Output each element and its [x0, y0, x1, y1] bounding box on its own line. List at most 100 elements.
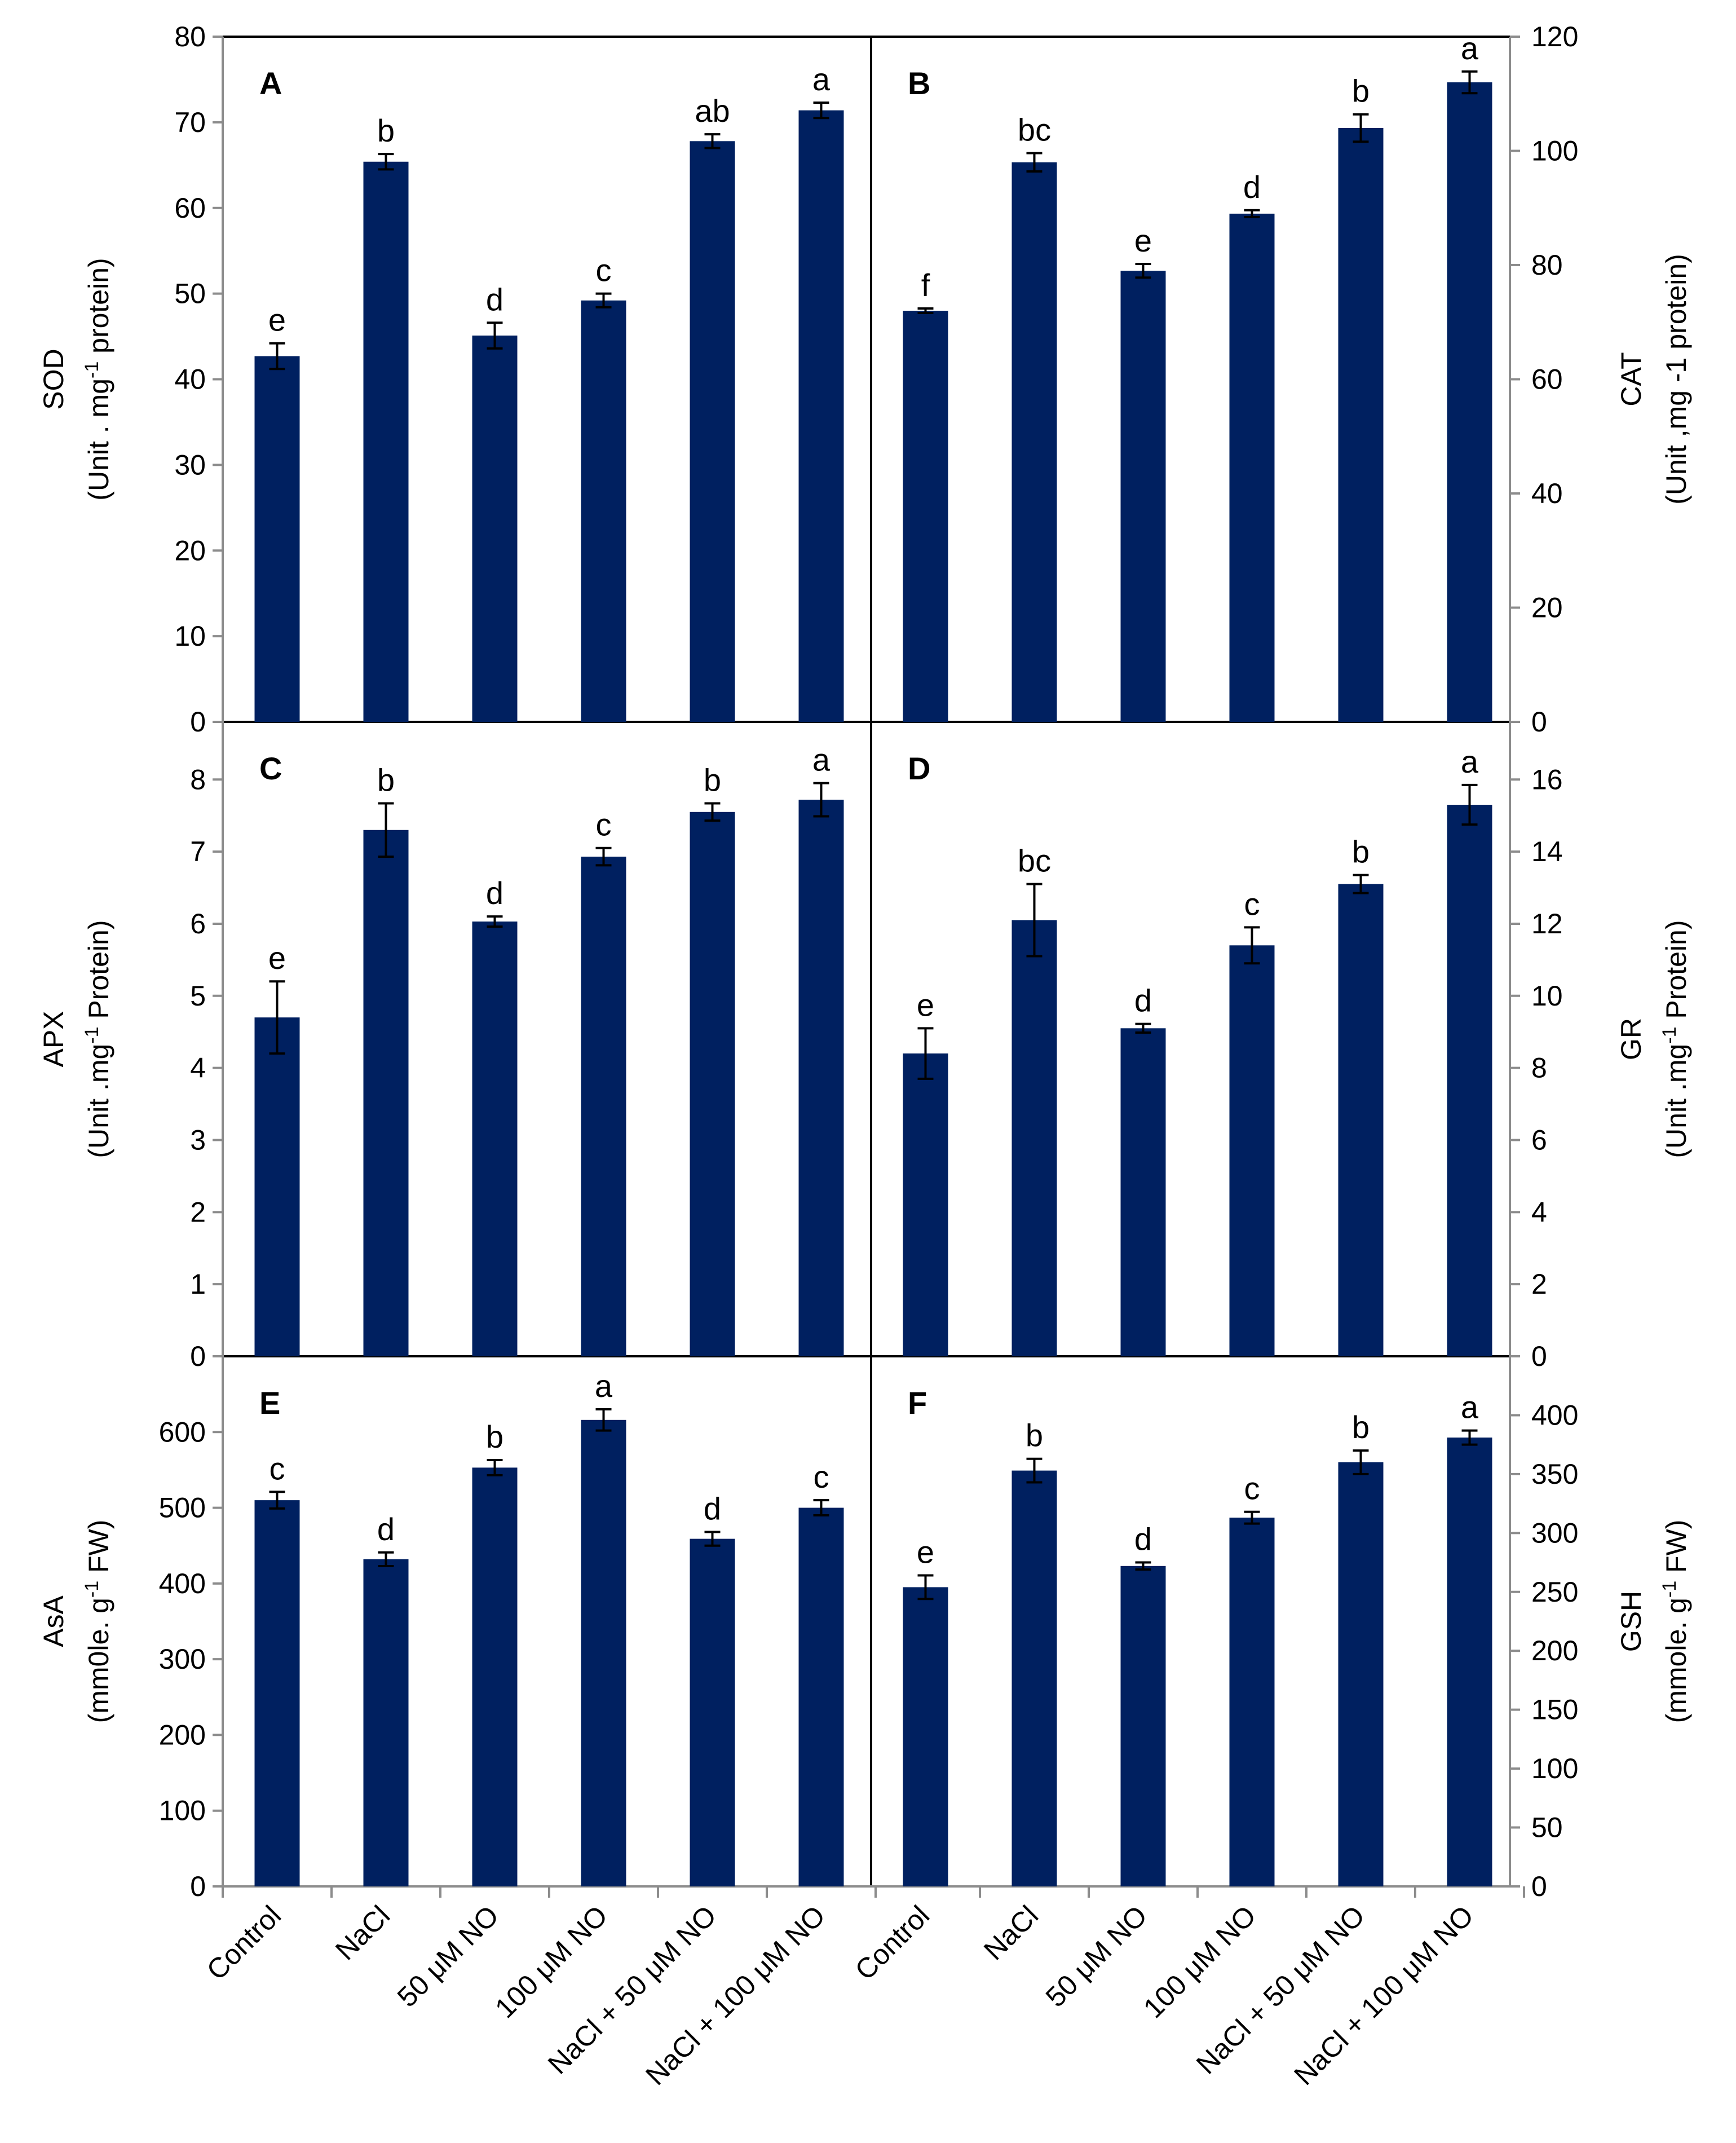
- y-tick-label: 150: [1531, 1694, 1578, 1726]
- y-tick-label: 300: [159, 1643, 206, 1675]
- x-category-label: NaCl: [329, 1899, 396, 1966]
- panel-letter: F: [908, 1385, 927, 1421]
- significance-letter: d: [1243, 169, 1261, 205]
- significance-letter: b: [1352, 73, 1370, 109]
- panel-letter: C: [259, 751, 282, 786]
- significance-letter: b: [486, 1419, 503, 1454]
- bar: [472, 336, 518, 722]
- bar: [1447, 1438, 1492, 1886]
- y-axis-unit: (mm0le. g-1 FW): [81, 1520, 114, 1723]
- y-tick-label: 1: [190, 1268, 206, 1300]
- bar: [1338, 884, 1384, 1356]
- y-tick-label: 0: [1531, 1871, 1547, 1902]
- significance-letter: b: [1026, 1418, 1043, 1453]
- y-tick-label: 20: [1531, 592, 1563, 624]
- significance-letter: c: [1244, 886, 1260, 921]
- y-axis-title: GSH: [1615, 1591, 1647, 1652]
- significance-letter: a: [812, 742, 831, 778]
- significance-letter: bc: [1018, 843, 1051, 879]
- significance-letter: b: [377, 762, 395, 797]
- y-tick-label: 20: [174, 535, 206, 566]
- bar: [1120, 271, 1166, 722]
- y-tick-label: 0: [190, 1341, 206, 1372]
- significance-letter: d: [704, 1491, 721, 1527]
- y-tick-label: 0: [1531, 706, 1547, 738]
- bar: [363, 161, 409, 722]
- panel-letter: D: [908, 751, 930, 786]
- y-tick-label: 4: [1531, 1196, 1547, 1228]
- x-category-label: Control: [201, 1899, 288, 1986]
- y-tick-label: 100: [1531, 135, 1578, 167]
- y-axis-title: APX: [38, 1011, 69, 1067]
- y-tick-label: 60: [174, 192, 206, 224]
- significance-letter: e: [917, 1535, 934, 1570]
- y-tick-label: 5: [190, 980, 206, 1012]
- y-tick-label: 400: [159, 1568, 206, 1599]
- significance-letter: ab: [695, 93, 730, 129]
- significance-letter: f: [921, 267, 930, 303]
- panel-b: 0 20 40 60 80 100 120 CAT (Unit ,mg -1 protein) B…: [903, 21, 1692, 738]
- y-tick-label: 350: [1531, 1458, 1578, 1490]
- y-tick-label: 7: [190, 836, 206, 867]
- significance-letter: c: [814, 1459, 829, 1494]
- y-tick-label: 6: [190, 908, 206, 940]
- significance-letter: d: [486, 281, 503, 317]
- y-tick-label: 70: [174, 107, 206, 138]
- bar: [1120, 1566, 1166, 1886]
- y-tick-label: 30: [174, 449, 206, 480]
- y-axis-title: AsA: [38, 1595, 69, 1647]
- significance-letter: d: [486, 875, 503, 911]
- y-tick-label: 6: [1531, 1124, 1547, 1156]
- y-tick-label: 80: [1531, 249, 1563, 281]
- significance-letter: a: [595, 1368, 613, 1404]
- y-tick-label: 2: [190, 1196, 206, 1228]
- y-tick-label: 0: [1531, 1341, 1547, 1372]
- significance-letter: e: [1134, 223, 1152, 258]
- bar: [1229, 1518, 1275, 1886]
- significance-letter: d: [377, 1511, 395, 1547]
- y-axis-unit: (Unit . mg-1 protein): [81, 258, 114, 500]
- y-tick-label: 10: [174, 620, 206, 652]
- panel-f: 0 50 100 150 200 250 300 350 400 GSH (mmole. g-1 F…: [903, 1385, 1692, 1902]
- y-tick-label: 3: [190, 1124, 206, 1156]
- y-tick-label: 14: [1531, 836, 1563, 867]
- bar: [363, 1559, 409, 1886]
- significance-letter: e: [268, 302, 286, 338]
- significance-letter: a: [1461, 744, 1479, 779]
- significance-letter: d: [1134, 1522, 1152, 1557]
- bar: [254, 356, 300, 722]
- y-tick-label: 10: [1531, 980, 1563, 1012]
- y-tick-label: 120: [1531, 21, 1578, 52]
- bar: [1447, 805, 1492, 1356]
- bar: [1120, 1028, 1166, 1356]
- y-axis-title: GR: [1615, 1018, 1647, 1060]
- y-tick-label: 12: [1531, 908, 1563, 940]
- y-tick-label: 0: [190, 706, 206, 738]
- y-axis-unit: (Unit .mg-1 Protein): [81, 920, 114, 1158]
- y-tick-label: 60: [1531, 364, 1563, 395]
- bar: [1338, 128, 1384, 722]
- bar: [798, 1507, 844, 1886]
- y-tick-label: 300: [1531, 1517, 1578, 1549]
- y-axis-title: SOD: [38, 349, 69, 409]
- significance-letter: e: [268, 940, 286, 976]
- y-tick-label: 200: [1531, 1635, 1578, 1666]
- significance-letter: a: [1461, 1390, 1479, 1425]
- y-tick-label: 50: [174, 278, 206, 310]
- y-tick-label: 8: [190, 764, 206, 795]
- bar: [581, 300, 626, 722]
- bar: [581, 857, 626, 1356]
- y-tick-label: 400: [1531, 1399, 1578, 1431]
- significance-letter: e: [917, 987, 934, 1022]
- significance-letter: b: [704, 762, 721, 797]
- bar: [690, 141, 735, 722]
- y-tick-label: 40: [1531, 478, 1563, 509]
- y-tick-label: 80: [174, 21, 206, 52]
- bar: [1011, 1470, 1057, 1886]
- y-axis-unit: (Unit .mg-1 Protein): [1659, 920, 1692, 1158]
- significance-letter: b: [1352, 834, 1370, 870]
- y-tick-label: 100: [1531, 1753, 1578, 1784]
- significance-letter: a: [812, 61, 831, 97]
- y-tick-label: 0: [190, 1871, 206, 1902]
